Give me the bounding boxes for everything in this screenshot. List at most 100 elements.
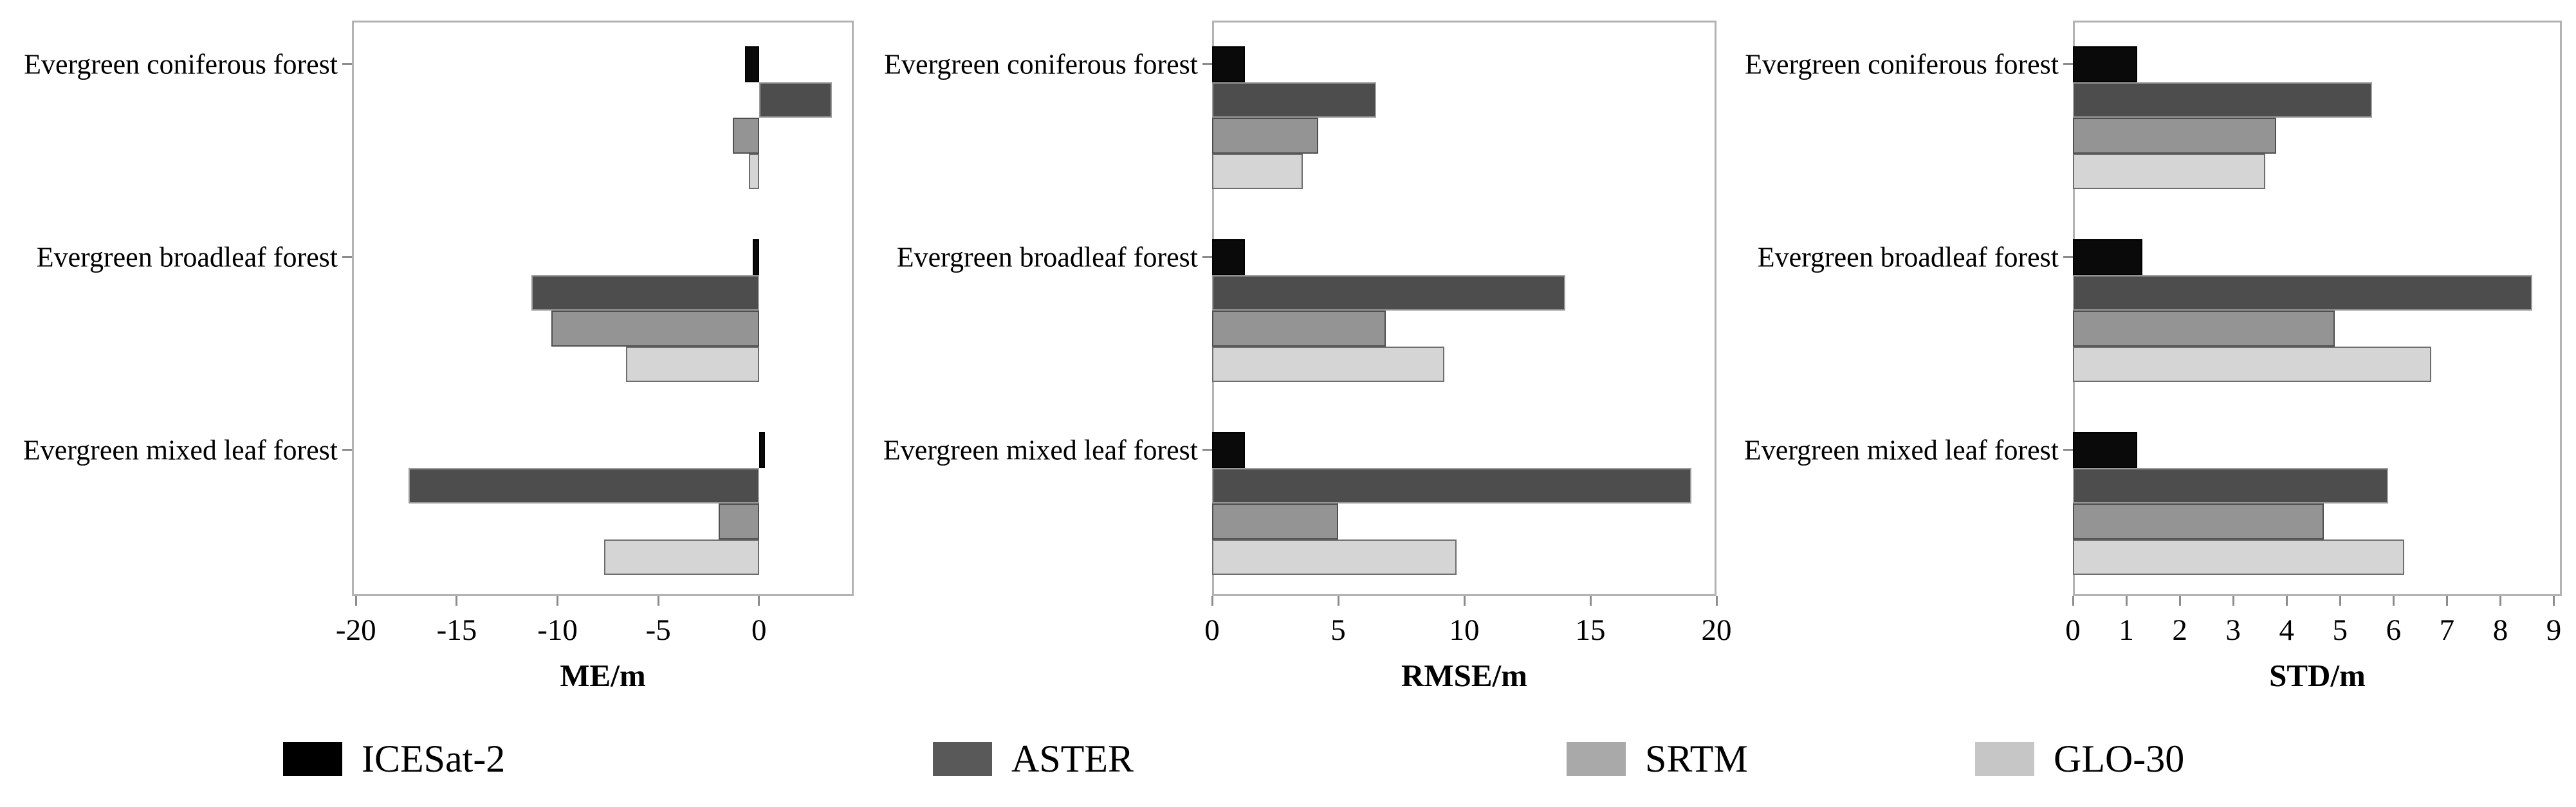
category-tick [2063,449,2073,451]
x-tick [2125,596,2128,606]
bar-icesat2 [2073,46,2137,82]
bar-glo30 [749,153,759,189]
x-tick [2178,596,2181,606]
category-label: Evergreen mixed leaf forest [1743,434,2059,466]
category-label: Evergreen coniferous forest [24,48,338,80]
category-tick [342,256,352,258]
x-tick-label: 1 [2119,613,2134,647]
x-tick-label: -5 [645,613,671,647]
x-tick [2285,596,2288,606]
category-label: Evergreen coniferous forest [1745,48,2059,80]
x-tick-label: 7 [2439,613,2455,647]
category-tick [342,63,352,66]
bar-srtm [2073,118,2276,154]
legend-swatch-icesat2 [283,742,342,776]
category-tick [2063,63,2073,66]
legend-item-icesat2: ICESat-2 [283,737,505,781]
bar-srtm [2073,503,2324,540]
x-tick-label: -15 [436,613,477,647]
x-axis-title-mem: ME/m [560,658,646,693]
category-tick [1202,449,1212,451]
x-tick [1589,596,1592,606]
x-tick-label: 0 [751,613,767,647]
legend-swatch-srtm [1567,742,1626,776]
bar-aster [1212,467,1691,503]
bar-aster [408,467,759,503]
x-tick-label: -20 [335,613,376,647]
x-tick-label: 6 [2386,613,2402,647]
bar-aster [531,275,759,311]
x-tick-label: 10 [1449,613,1480,647]
legend-swatch-aster [933,742,992,776]
bar-srtm [719,503,759,540]
x-tick [354,596,357,606]
x-tick-label: 20 [1701,613,1732,647]
legend-item-aster: ASTER [933,737,1134,781]
category-label: Evergreen mixed leaf forest [23,434,338,466]
bar-srtm [551,311,759,347]
x-tick-label: 5 [1330,613,1346,647]
x-tick [758,596,760,606]
bar-icesat2 [1212,432,1245,468]
bar-icesat2 [759,432,766,468]
x-tick [657,596,659,606]
category-tick [1202,63,1212,66]
x-tick [2445,596,2448,606]
category-tick [342,449,352,451]
legend-label: SRTM [1645,738,1748,780]
bar-srtm [733,118,759,154]
x-tick-label: -10 [537,613,578,647]
bar-aster [2073,275,2533,311]
x-tick-label: 0 [1204,613,1220,647]
x-tick [2392,596,2395,606]
bar-glo30 [1212,346,1444,382]
bar-aster [1212,82,1376,118]
category-label: Evergreen broadleaf forest [896,241,1198,273]
x-tick-label: 0 [2065,613,2081,647]
bar-icesat2 [2073,432,2137,468]
category-label: Evergreen broadleaf forest [1757,241,2059,273]
x-tick-label: 2 [2172,613,2187,647]
legend-label: ICESat-2 [362,738,506,780]
x-tick [1463,596,1466,606]
x-tick-label: 8 [2492,613,2508,647]
bar-srtm [1212,118,1318,154]
x-tick [2339,596,2341,606]
legend-label: GLO-30 [2054,738,2185,780]
bar-glo30 [1212,153,1303,189]
x-tick-label: 4 [2279,613,2294,647]
bar-glo30 [2073,153,2266,189]
bar-srtm [1212,311,1386,347]
bar-srtm [1212,503,1338,540]
bar-icesat2 [1212,239,1245,275]
legend-item-glo30: GLO-30 [1975,737,2184,781]
bar-icesat2 [753,239,759,275]
bar-glo30 [603,539,759,575]
bar-aster [2073,467,2389,503]
category-tick [2063,256,2073,258]
x-tick-label: 3 [2225,613,2241,647]
bar-aster [2073,82,2373,118]
x-tick [2553,596,2555,606]
bar-glo30 [626,346,759,382]
x-tick [455,596,458,606]
bar-icesat2 [744,46,759,82]
legend-item-srtm: SRTM [1567,737,1748,781]
category-label: Evergreen mixed leaf forest [883,434,1198,466]
bar-icesat2 [1212,46,1245,82]
x-tick-label: 9 [2546,613,2562,647]
bar-glo30 [2073,539,2404,575]
x-tick-label: 15 [1575,613,1606,647]
x-tick [2072,596,2074,606]
legend-swatch-glo30 [1975,742,2034,776]
x-tick-label: 5 [2332,613,2348,647]
category-tick [1202,256,1212,258]
bar-aster [759,82,832,118]
bar-aster [1212,275,1565,311]
bar-glo30 [1212,539,1457,575]
x-tick [1337,596,1339,606]
category-label: Evergreen broadleaf forest [36,241,338,273]
x-tick [557,596,559,606]
x-tick [2499,596,2501,606]
x-tick [1715,596,1718,606]
